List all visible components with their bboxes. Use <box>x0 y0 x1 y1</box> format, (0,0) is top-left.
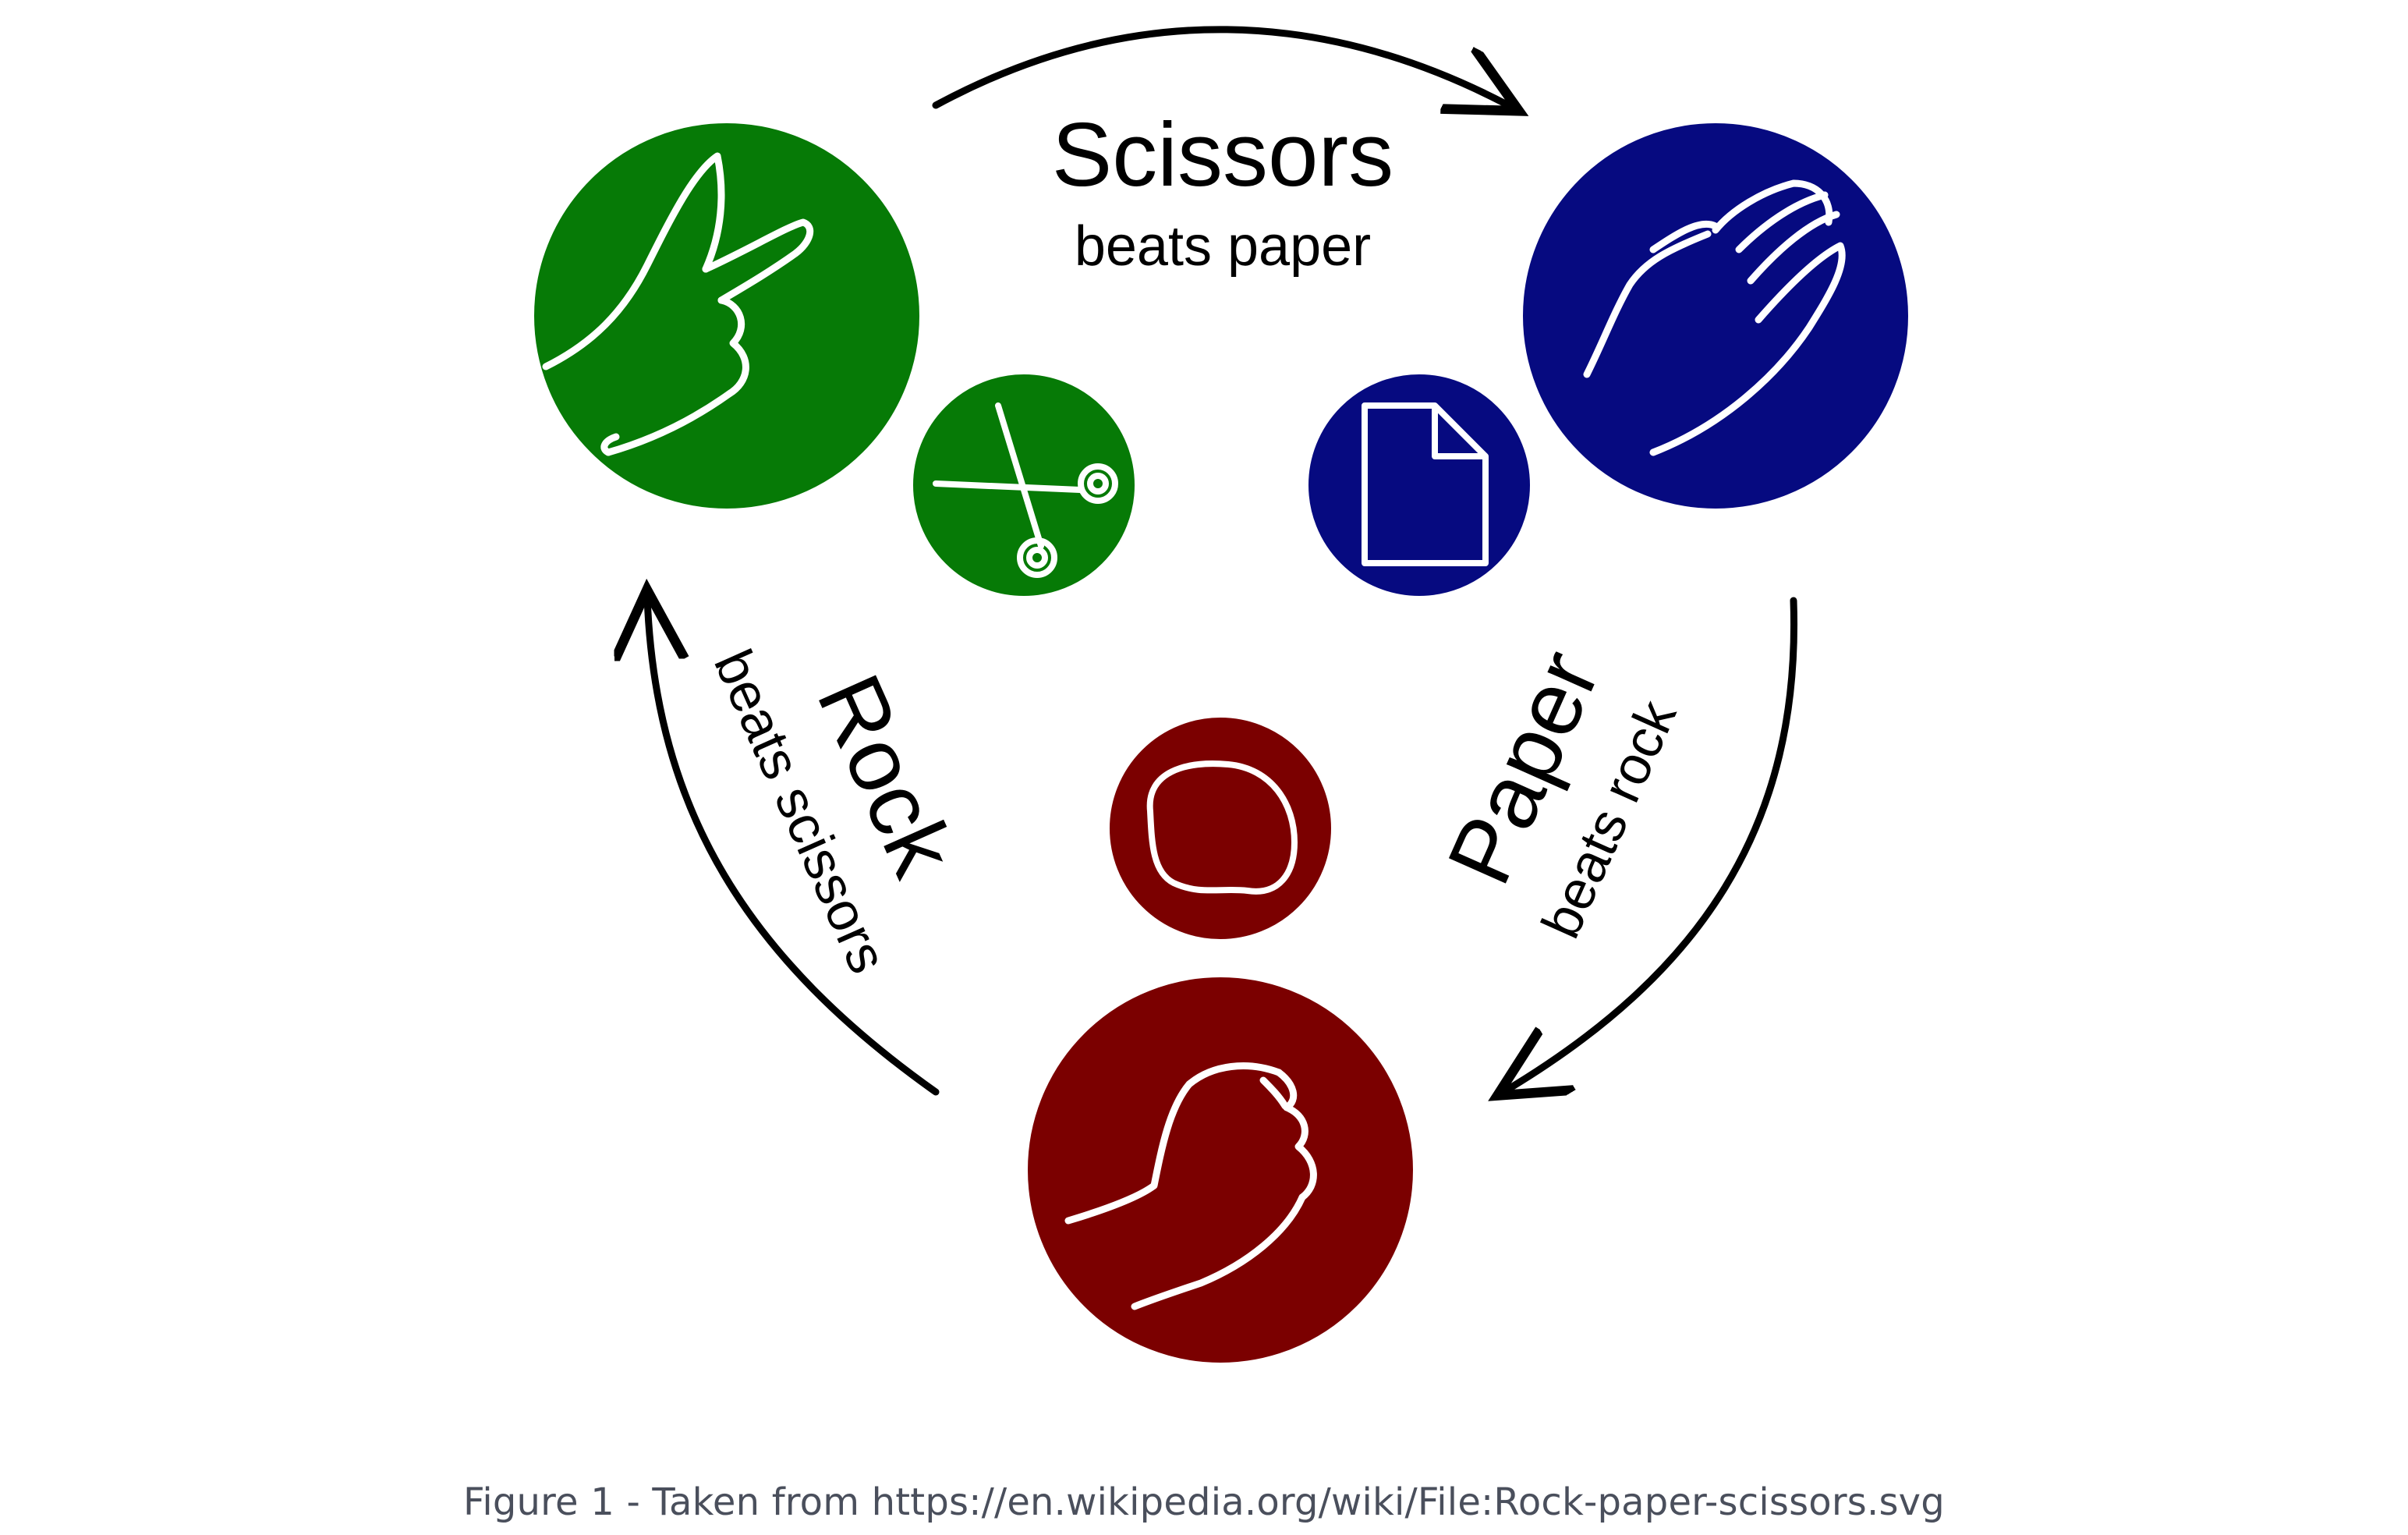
label-paper: Paper beats rock <box>1428 636 1688 947</box>
rock-symbol-circle <box>1105 713 1336 944</box>
label-scissors: Scissors beats paper <box>1052 104 1393 278</box>
rock-hand-circle <box>1023 973 1418 1367</box>
stone-icon <box>1146 760 1298 895</box>
scissors-hand-circle <box>529 119 924 513</box>
paper-hand-circle <box>1518 119 1913 513</box>
arrow-paper-to-rock <box>1503 597 1798 1092</box>
scissors-title: Scissors <box>1052 104 1393 205</box>
fist-icon <box>1064 1062 1317 1310</box>
scissors-icon <box>933 402 1118 578</box>
scissors-subtitle: beats paper <box>1075 215 1371 278</box>
figure-caption: Figure 1 - Taken from https://en.wikiped… <box>463 1480 1945 1524</box>
open-hand-icon <box>1583 179 1846 456</box>
document-icon <box>1362 402 1489 566</box>
rock-paper-scissors-diagram: Scissors beats paper Rock beats scissors… <box>529 26 1913 1367</box>
paper-symbol-circle <box>1304 370 1535 601</box>
arrow-rock-to-scissors <box>647 597 940 1096</box>
victory-hand-icon <box>542 152 814 456</box>
label-rock: Rock beats scissors <box>703 641 975 982</box>
scissors-symbol-circle <box>908 370 1139 601</box>
arrow-scissors-to-paper <box>932 26 1513 108</box>
